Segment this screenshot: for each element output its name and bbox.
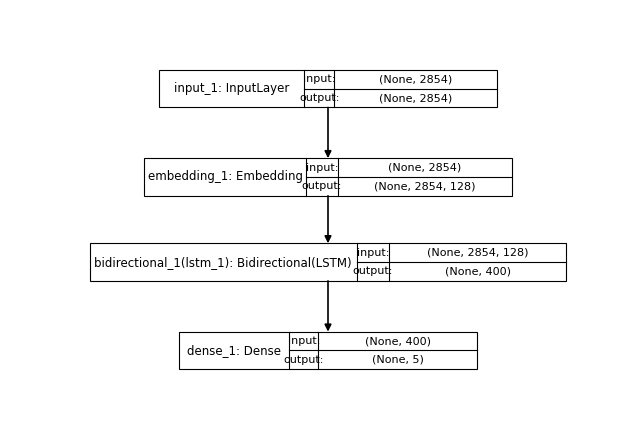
Text: input:: input: bbox=[287, 336, 320, 346]
Text: input:: input: bbox=[303, 74, 335, 84]
Bar bbox=[159, 70, 497, 108]
Text: output:: output: bbox=[353, 266, 393, 277]
Bar bbox=[179, 332, 477, 369]
Text: (None, 2854, 128): (None, 2854, 128) bbox=[374, 181, 476, 191]
Text: dense_1: Dense: dense_1: Dense bbox=[188, 344, 281, 357]
Text: (None, 2854, 128): (None, 2854, 128) bbox=[427, 248, 528, 258]
Text: (None, 2854): (None, 2854) bbox=[379, 74, 452, 84]
Text: input:: input: bbox=[306, 163, 338, 173]
Text: output:: output: bbox=[301, 181, 342, 191]
Text: (None, 2854): (None, 2854) bbox=[388, 163, 461, 173]
Text: (None, 400): (None, 400) bbox=[445, 266, 511, 277]
Text: bidirectional_1(lstm_1): Bidirectional(LSTM): bidirectional_1(lstm_1): Bidirectional(L… bbox=[95, 255, 352, 269]
Text: (None, 5): (None, 5) bbox=[372, 355, 424, 365]
Text: output:: output: bbox=[299, 93, 339, 103]
Text: input_1: InputLayer: input_1: InputLayer bbox=[174, 82, 289, 95]
Text: (None, 400): (None, 400) bbox=[365, 336, 431, 346]
Text: input:: input: bbox=[356, 248, 389, 258]
Bar bbox=[145, 158, 511, 196]
Text: (None, 2854): (None, 2854) bbox=[379, 93, 452, 103]
Text: embedding_1: Embedding: embedding_1: Embedding bbox=[148, 170, 303, 184]
Text: output:: output: bbox=[284, 355, 324, 365]
Bar bbox=[90, 243, 566, 281]
